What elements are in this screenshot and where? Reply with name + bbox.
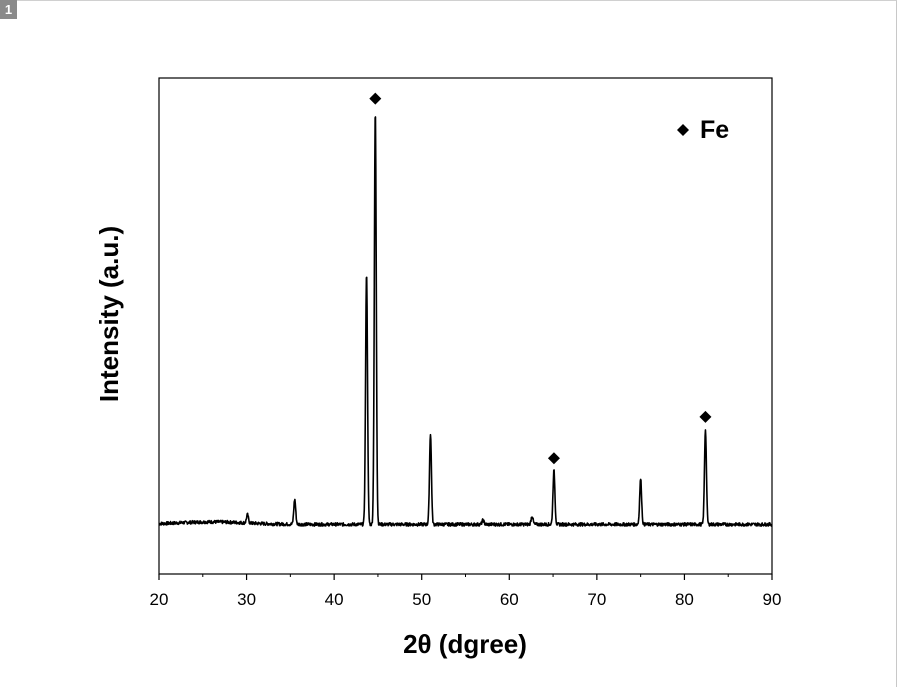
xrd-pattern-line <box>158 116 773 527</box>
legend-label-fe: Fe <box>700 116 729 144</box>
x-tick-label-50: 50 <box>412 590 431 609</box>
fe-peak-markers <box>369 92 712 465</box>
fe-marker-3 <box>699 410 712 423</box>
x-axis-title: 2θ (dgree) <box>403 629 527 659</box>
x-tick-label-40: 40 <box>325 590 344 609</box>
x-tick-label-60: 60 <box>500 590 519 609</box>
x-tick-label-20: 20 <box>150 590 169 609</box>
x-tick-label-30: 30 <box>237 590 256 609</box>
x-tick-label-90: 90 <box>763 590 782 609</box>
x-tick-label-80: 80 <box>675 590 694 609</box>
y-axis-title: Intensity (a.u.) <box>94 226 124 402</box>
page-number-badge: 1 <box>0 0 17 19</box>
legend-diamond-marker <box>677 124 689 136</box>
fe-marker-2 <box>547 452 560 465</box>
fe-marker-1 <box>369 92 382 105</box>
plot-area <box>158 77 773 575</box>
x-tick-label-70: 70 <box>587 590 606 609</box>
x-axis-ticks <box>158 574 773 580</box>
legend: Fe <box>677 116 729 144</box>
x-axis-tick-labels: 20 30 40 50 60 70 80 90 <box>150 590 782 609</box>
